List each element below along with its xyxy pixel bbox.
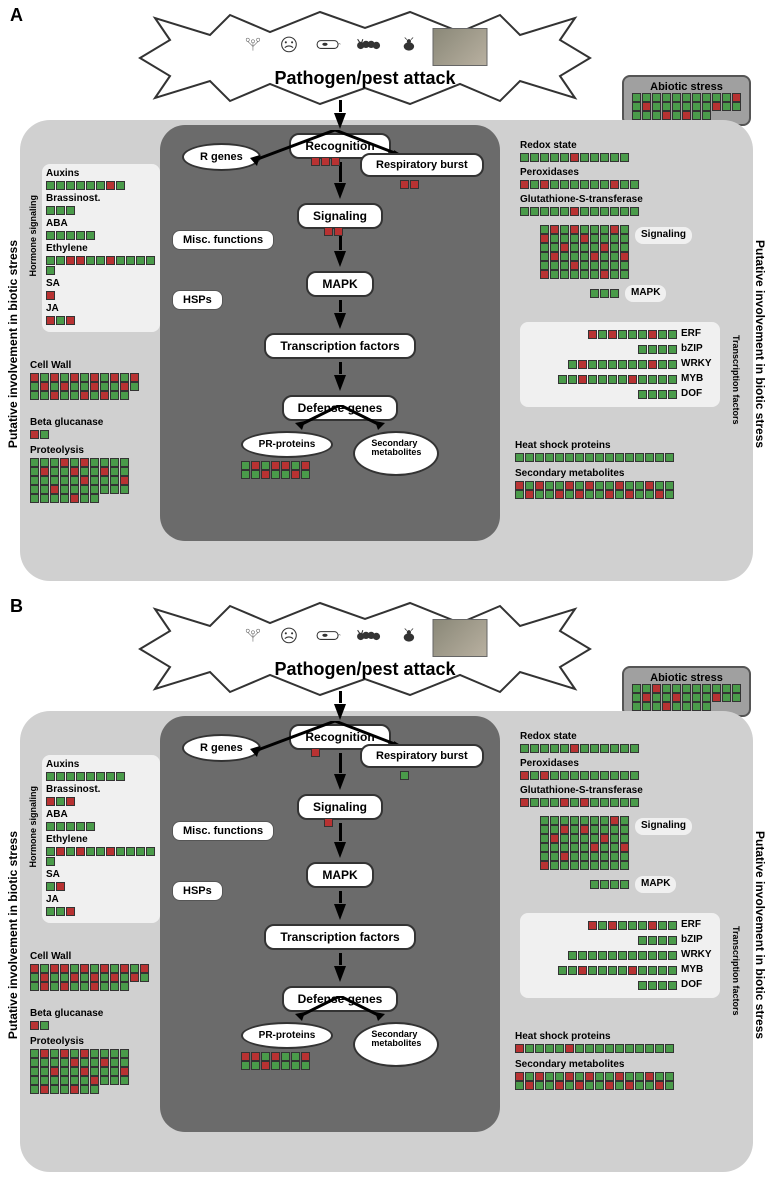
secondary-metabolites: Secondary metabolites bbox=[515, 1059, 674, 1090]
secondary-metabolites: Secondary metabolites bbox=[515, 468, 674, 499]
hormone-ABA: ABA bbox=[46, 218, 156, 229]
abiotic-stress-box: Abiotic stress bbox=[622, 666, 751, 717]
pathogen-icons bbox=[243, 619, 488, 657]
fungus-icon bbox=[243, 35, 264, 58]
tf-block: ERFbZIPWRKYMYBDOF bbox=[520, 911, 720, 1000]
tf-block: ERFbZIPWRKYMYBDOF bbox=[520, 320, 720, 409]
bacteria-icon bbox=[314, 629, 340, 647]
hormone-Auxins: Auxins bbox=[46, 168, 156, 179]
beetle-icon bbox=[399, 628, 417, 649]
hormone-ABA: ABA bbox=[46, 809, 156, 820]
pathogen-icons bbox=[243, 28, 488, 66]
hormone-JA: JA bbox=[46, 894, 156, 905]
right-side-label: Putative involvement in biotic stress bbox=[753, 831, 767, 1039]
respiratory-node: Respiratory burst bbox=[360, 153, 484, 177]
hormone-Ethylene: Ethylene bbox=[46, 243, 156, 254]
hsps: HSPs bbox=[172, 290, 223, 310]
pr-proteins-node: PR-proteins bbox=[241, 1022, 334, 1049]
left-side-label: Putative involvement in biotic stress bbox=[6, 831, 20, 1039]
proteolysis: Proteolysis bbox=[30, 445, 129, 503]
signaling-node: Signaling bbox=[297, 203, 383, 229]
respiratory-node: Respiratory burst bbox=[360, 744, 484, 768]
hormone-label: Hormone signaling bbox=[28, 195, 38, 277]
redox-state: Redox state bbox=[520, 140, 629, 162]
abiotic-stress-box: Abiotic stress bbox=[622, 75, 751, 126]
panel-label: A bbox=[10, 5, 23, 26]
peroxidases: Peroxidases bbox=[520, 167, 639, 189]
caterpillar-icon bbox=[355, 626, 384, 649]
abiotic-label: Abiotic stress bbox=[632, 81, 741, 93]
left-side-label: Putative involvement in biotic stress bbox=[6, 240, 20, 448]
heat-shock: Heat shock proteins bbox=[515, 1031, 674, 1053]
panel-A: A Pathogen/pest attack Abiotic stress Pu… bbox=[0, 0, 773, 591]
right-side-label: Putative involvement in biotic stress bbox=[753, 240, 767, 448]
mapk-node: MAPK bbox=[306, 271, 373, 297]
starburst-title: Pathogen/pest attack bbox=[274, 659, 455, 680]
starburst: Pathogen/pest attack bbox=[120, 10, 610, 105]
hormone-block: Auxins Brassinost. ABA Ethylene SA JA bbox=[42, 162, 160, 334]
heat-shock: Heat shock proteins bbox=[515, 440, 674, 462]
hormone-JA: JA bbox=[46, 303, 156, 314]
panel-B: B Pathogen/pest attack Abiotic stress Pu… bbox=[0, 591, 773, 1182]
tf-label: Transcription factors bbox=[731, 926, 741, 1016]
starburst: Pathogen/pest attack bbox=[120, 601, 610, 696]
em-photo-icon bbox=[433, 619, 488, 657]
signaling-node: Signaling bbox=[297, 794, 383, 820]
hormone-Ethylene: Ethylene bbox=[46, 834, 156, 845]
fungus-icon bbox=[243, 626, 264, 649]
em-photo-icon bbox=[433, 28, 488, 66]
starburst-title: Pathogen/pest attack bbox=[274, 68, 455, 89]
proteolysis: Proteolysis bbox=[30, 1036, 129, 1094]
tf-label: Transcription factors bbox=[731, 335, 741, 425]
panel-label: B bbox=[10, 596, 23, 617]
misc-functions: Misc. functions bbox=[172, 821, 274, 841]
redox-state: Redox state bbox=[520, 731, 639, 753]
microbe-face-icon bbox=[278, 35, 299, 58]
pr-proteins-node: PR-proteins bbox=[241, 431, 334, 458]
cell-wall: Cell Wall bbox=[30, 360, 139, 400]
cell-wall: Cell Wall bbox=[30, 951, 149, 991]
tf-node: Transcription factors bbox=[264, 333, 415, 359]
hormone-Brassinost.: Brassinost. bbox=[46, 193, 156, 204]
mapk-node: MAPK bbox=[306, 862, 373, 888]
respiratory-group: Respiratory burst bbox=[360, 741, 484, 780]
signaling-block: Signaling MAPK bbox=[540, 816, 692, 895]
hormone-SA: SA bbox=[46, 869, 156, 880]
glutathione: Glutathione-S-transferase bbox=[520, 194, 643, 216]
caterpillar-icon bbox=[355, 35, 384, 58]
hormone-Auxins: Auxins bbox=[46, 759, 156, 770]
tf-node: Transcription factors bbox=[264, 924, 415, 950]
hormone-label: Hormone signaling bbox=[28, 786, 38, 868]
secondary-metabolites-node: Secondarymetabolites bbox=[353, 431, 439, 476]
hormone-SA: SA bbox=[46, 278, 156, 289]
bacteria-icon bbox=[314, 38, 340, 56]
microbe-face-icon bbox=[278, 626, 299, 649]
hsps: HSPs bbox=[172, 881, 223, 901]
hormone-Brassinost.: Brassinost. bbox=[46, 784, 156, 795]
glutathione: Glutathione-S-transferase bbox=[520, 785, 643, 807]
abiotic-label: Abiotic stress bbox=[632, 672, 741, 684]
beta-glucanase: Beta glucanase bbox=[30, 1008, 103, 1030]
beta-glucanase: Beta glucanase bbox=[30, 417, 103, 439]
secondary-metabolites-node: Secondarymetabolites bbox=[353, 1022, 439, 1067]
misc-functions: Misc. functions bbox=[172, 230, 274, 250]
beetle-icon bbox=[399, 37, 417, 58]
respiratory-group: Respiratory burst bbox=[360, 150, 484, 189]
signaling-block: Signaling MAPK bbox=[540, 225, 692, 304]
peroxidases: Peroxidases bbox=[520, 758, 639, 780]
hormone-block: Auxins Brassinost. ABA Ethylene SA JA bbox=[42, 753, 160, 925]
